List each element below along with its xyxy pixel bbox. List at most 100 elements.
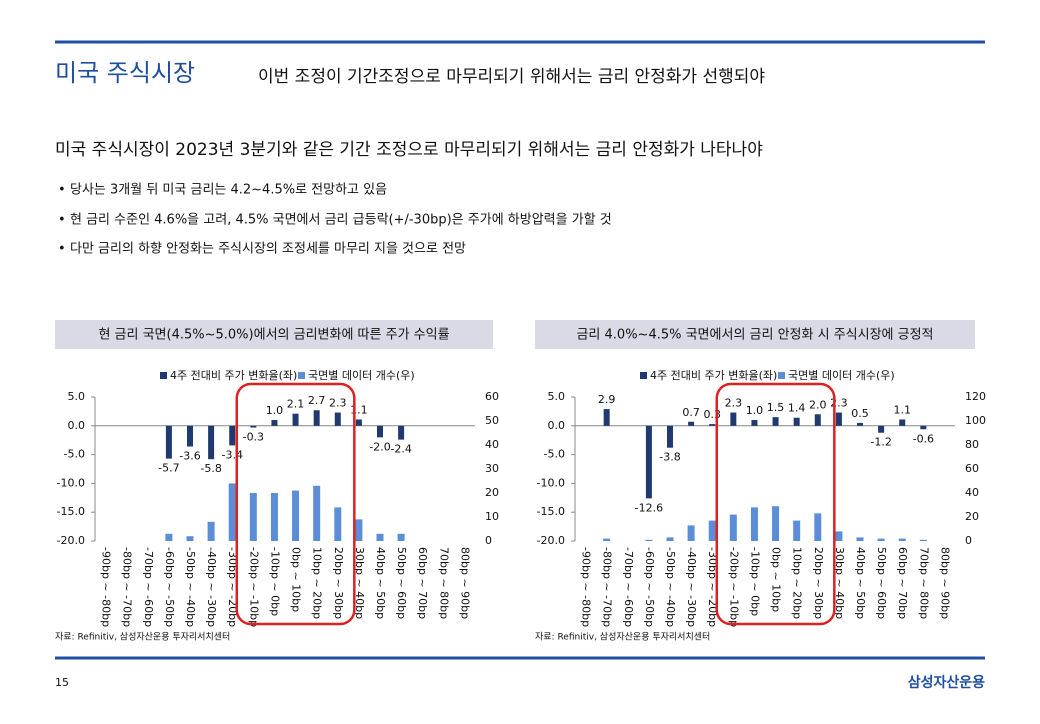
y-tick-label: -15.0 xyxy=(537,505,565,518)
x-tick-label: -90bp ~ -80bp xyxy=(580,547,593,627)
data-label: 1.1 xyxy=(893,403,911,416)
x-tick-label: -80bp ~ -70bp xyxy=(601,547,614,627)
data-label: -5.7 xyxy=(158,462,179,475)
data-label: 1.0 xyxy=(746,404,764,417)
x-tick-label: 20bp ~ 30bp xyxy=(812,547,825,619)
x-tick-label: 80bp ~ 90bp xyxy=(458,547,471,619)
bar xyxy=(751,420,758,426)
chart-title: 금리 4.0%~4.5% 국면에서의 금리 안정화 시 주식시장에 긍정적 xyxy=(576,328,933,343)
data-label: -3.4 xyxy=(221,448,242,461)
y-tick-label: 5.0 xyxy=(68,390,86,403)
bar xyxy=(228,483,236,541)
data-label: -0.3 xyxy=(243,431,264,444)
x-tick-label: 70bp ~ 80bp xyxy=(437,547,450,619)
data-label: -2.4 xyxy=(390,443,411,456)
bar xyxy=(835,412,842,426)
data-label: -1.2 xyxy=(870,436,891,449)
x-tick-label: -60bp ~ -50bp xyxy=(163,547,176,627)
bar xyxy=(334,412,341,426)
bar xyxy=(772,417,779,426)
data-label: 1.4 xyxy=(788,402,806,415)
bar xyxy=(709,424,716,426)
bullet-dot: • xyxy=(58,213,66,228)
bar xyxy=(271,420,278,426)
data-label: 2.9 xyxy=(598,393,616,406)
data-label: 2.7 xyxy=(308,394,326,407)
bar xyxy=(397,533,405,541)
y-tick-label: -20.0 xyxy=(57,534,85,547)
data-label: 0.7 xyxy=(682,406,700,419)
source: 자료: Refinitiv, 삼성자산운용 투자리서치센터 xyxy=(55,631,230,643)
bar xyxy=(165,533,173,541)
chart-title: 현 금리 국면(4.5%~5.0%)에서의 금리변화에 따른 주가 수익률 xyxy=(98,328,449,343)
x-tick-label: 70bp ~ 80bp xyxy=(917,547,930,619)
bar xyxy=(292,490,300,541)
legend-label: 4주 전대비 주가 변화율(좌) xyxy=(650,369,777,382)
x-tick-label: -50bp ~ -40bp xyxy=(184,547,197,627)
page-number: 15 xyxy=(55,676,69,689)
bar xyxy=(186,536,194,541)
x-tick-label: -10bp ~ 0bp xyxy=(748,547,761,616)
y-tick-label: -15.0 xyxy=(57,505,85,518)
bar xyxy=(920,425,927,430)
x-tick-label: 60bp ~ 70bp xyxy=(896,547,909,619)
y-tick-label: -10.0 xyxy=(537,476,565,489)
bullet: 현 금리 수준인 4.6%을 고려, 4.5% 국면에서 금리 급등락(+/-3… xyxy=(70,213,612,228)
bar xyxy=(377,425,383,438)
bar xyxy=(355,419,362,426)
bar xyxy=(603,538,611,541)
x-tick-label: -20bp ~ -10bp xyxy=(727,547,740,627)
x-tick-label: 60bp ~ 70bp xyxy=(416,547,429,619)
bar xyxy=(334,507,342,541)
bullet: 다만 금리의 하향 안정화는 주식시장의 조정세를 마무리 지을 것으로 전망 xyxy=(70,242,466,257)
data-label: 2.3 xyxy=(329,397,347,410)
bar xyxy=(899,419,906,426)
bar xyxy=(313,485,321,541)
bar xyxy=(729,514,737,541)
bar xyxy=(687,525,695,541)
y-tick-label: -10.0 xyxy=(57,476,85,489)
x-tick-label: -60bp ~ -50bp xyxy=(643,547,656,627)
bar xyxy=(187,425,193,447)
data-label: -3.8 xyxy=(659,451,680,464)
bar xyxy=(667,425,673,448)
bar xyxy=(793,520,801,541)
bar xyxy=(814,414,821,426)
bar xyxy=(857,422,863,426)
bar xyxy=(398,425,405,440)
data-label: 0.3 xyxy=(703,408,721,421)
data-label: 1.1 xyxy=(350,403,368,416)
data-label: 0.5 xyxy=(851,407,869,420)
header-subtitle: 이번 조정이 기간조정으로 마무리되기 위해서는 금리 안정화가 선행되야 xyxy=(258,67,765,87)
data-label: -12.6 xyxy=(635,501,663,514)
bar xyxy=(919,539,927,541)
x-tick-label: -50bp ~ -40bp xyxy=(664,547,677,627)
y2-tick-label: 60 xyxy=(485,390,499,403)
y-tick-label: 5.0 xyxy=(548,390,566,403)
y2-tick-label: 20 xyxy=(485,486,499,499)
legend-swatch xyxy=(160,372,167,379)
x-tick-label: 0bp ~ 10bp xyxy=(770,547,783,612)
bar xyxy=(165,425,172,459)
data-label: 2.3 xyxy=(725,397,743,410)
x-tick-label: 40bp ~ 50bp xyxy=(854,547,867,619)
bar xyxy=(313,410,320,426)
x-tick-label: 50bp ~ 60bp xyxy=(875,547,888,619)
y2-tick-label: 120 xyxy=(965,390,986,403)
y2-tick-label: 50 xyxy=(485,414,499,427)
data-label: 1.5 xyxy=(767,401,785,414)
x-tick-label: 30bp ~ 40bp xyxy=(833,547,846,619)
x-tick-label: 40bp ~ 50bp xyxy=(374,547,387,619)
data-label: -0.6 xyxy=(913,432,934,445)
source: 자료: Refinitiv, 삼성자산운용 투자리서치센터 xyxy=(535,631,710,643)
x-tick-label: -40bp ~ -30bp xyxy=(685,547,698,627)
bar xyxy=(250,425,257,428)
data-label: 2.0 xyxy=(809,398,827,411)
legend-label: 국면별 데이터 개수(우) xyxy=(788,369,895,382)
bar xyxy=(355,519,363,541)
legend-label: 4주 전대비 주가 변화율(좌) xyxy=(170,369,297,382)
bar xyxy=(772,506,780,541)
legend-label: 국면별 데이터 개수(우) xyxy=(308,369,415,382)
legend-swatch xyxy=(298,372,305,379)
